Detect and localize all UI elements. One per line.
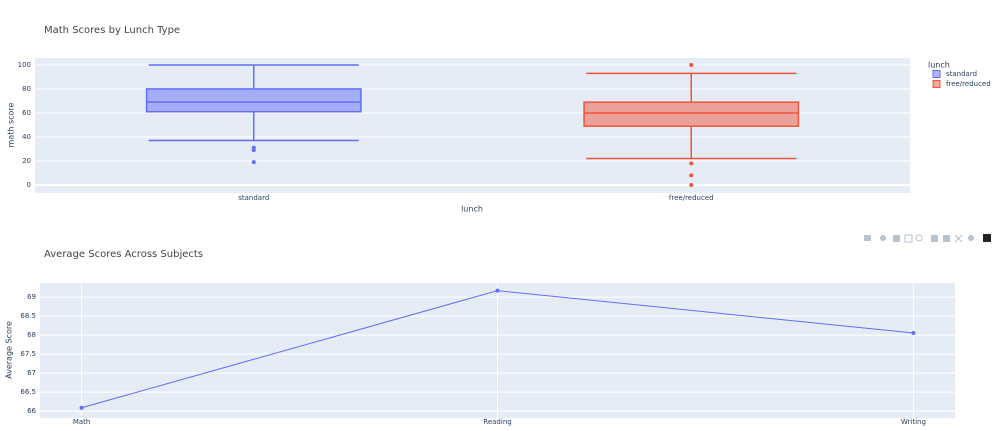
modebar-button[interactable] xyxy=(931,235,938,242)
y-tick-label: 66 xyxy=(27,407,36,415)
outlier xyxy=(251,145,256,150)
outlier xyxy=(251,160,256,165)
box xyxy=(145,88,362,113)
point xyxy=(79,405,84,410)
x-tick-label: Reading xyxy=(483,418,511,426)
y-tick-label: 60 xyxy=(22,109,31,117)
legend-title: lunch xyxy=(928,61,950,70)
chart-title: Math Scores by Lunch Type xyxy=(44,25,180,36)
y-tick-label: 67 xyxy=(27,369,36,377)
outlier xyxy=(689,173,694,178)
legend-label[interactable]: free/reduced xyxy=(946,80,991,88)
legend-label[interactable]: standard xyxy=(946,70,977,78)
y-axis-title: Average Score xyxy=(5,321,14,379)
modebar xyxy=(864,234,991,243)
y-tick-label: 80 xyxy=(22,85,31,93)
y-tick-label: 40 xyxy=(22,133,31,141)
x-tick-label: Math xyxy=(73,418,91,426)
y-tick-label: 66.5 xyxy=(20,388,36,396)
modebar-button[interactable] xyxy=(893,235,900,242)
x-tick-label: free/reduced xyxy=(669,194,714,202)
y-tick-label: 68.5 xyxy=(20,312,36,320)
y-tick-label: 67.5 xyxy=(20,350,36,358)
x-tick-label: standard xyxy=(238,194,269,202)
x-tick-label: Writing xyxy=(901,418,926,426)
modebar-button[interactable] xyxy=(943,235,950,242)
modebar-button[interactable] xyxy=(968,235,974,241)
x-axis-title: lunch xyxy=(461,205,483,214)
modebar-button[interactable] xyxy=(880,235,886,241)
modebar-button[interactable] xyxy=(915,234,923,242)
outlier xyxy=(689,182,694,187)
modebar-button[interactable] xyxy=(954,234,963,243)
legend-swatch[interactable] xyxy=(932,80,941,88)
y-tick-label: 68 xyxy=(27,331,36,339)
point xyxy=(911,331,916,336)
box xyxy=(583,101,800,127)
y-axis-title: math score xyxy=(7,102,16,147)
legend-swatch[interactable] xyxy=(932,70,941,78)
outlier xyxy=(689,62,694,67)
y-tick-label: 20 xyxy=(22,157,31,165)
modebar-button[interactable] xyxy=(864,235,871,241)
chart-title: Average Scores Across Subjects xyxy=(44,249,203,260)
point xyxy=(495,288,500,293)
y-tick-label: 0 xyxy=(27,181,31,189)
outlier xyxy=(689,161,694,166)
modebar-button[interactable] xyxy=(904,234,913,243)
y-tick-label: 100 xyxy=(18,61,31,69)
y-tick-label: 69 xyxy=(27,293,36,301)
modebar-logo[interactable] xyxy=(983,234,991,242)
